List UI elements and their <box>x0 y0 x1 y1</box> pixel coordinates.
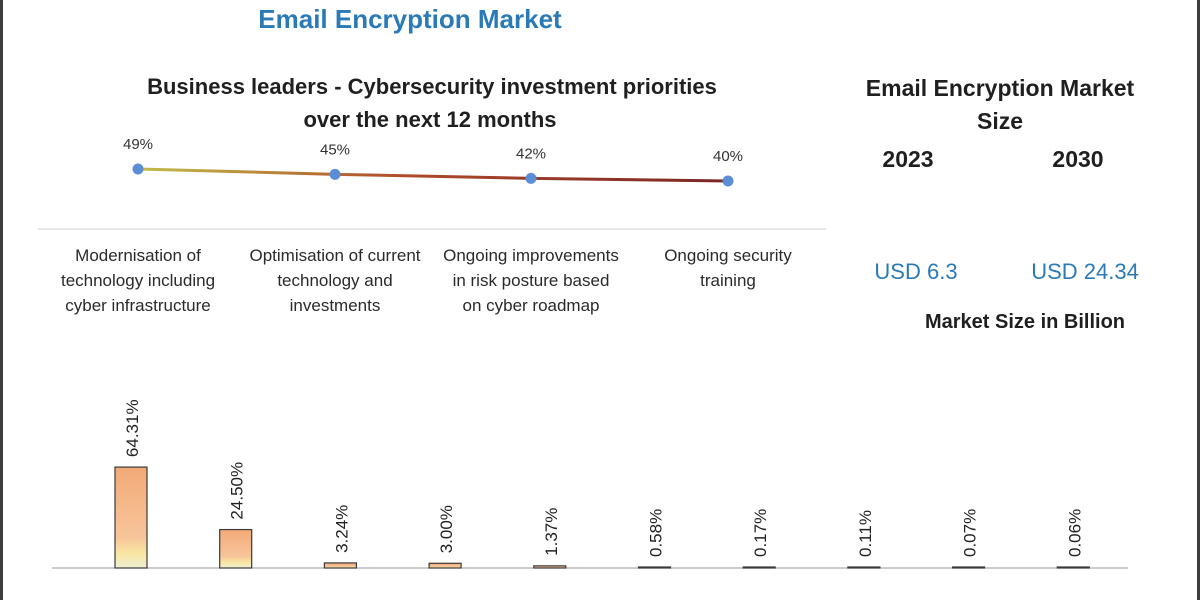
line-data-label: 42% <box>516 145 546 162</box>
frame-left-border <box>0 0 3 600</box>
bar <box>847 566 881 569</box>
line-category-label: Ongoing security <box>664 246 792 265</box>
line-category-label: cyber infrastructure <box>65 296 211 315</box>
line-point <box>132 163 144 175</box>
line-category-label: training <box>700 271 756 290</box>
investment-priorities-chart: Business leaders - Cybersecurity investm… <box>38 74 826 315</box>
market-value-2030: USD 24.34 <box>1031 259 1139 284</box>
bar-data-label: 1.37% <box>542 508 561 556</box>
page-title: Email Encryption Market <box>258 4 562 34</box>
line-category-label: investments <box>290 296 381 315</box>
bar-data-label: 0.07% <box>961 509 980 557</box>
bar <box>951 566 986 569</box>
bar <box>114 466 148 569</box>
line-category-label: technology including <box>61 271 215 290</box>
bar <box>742 566 776 569</box>
line-data-label: 40% <box>713 148 743 165</box>
line-point <box>722 175 734 187</box>
bar-data-label: 64.31% <box>123 399 142 457</box>
bar-data-label: 3.00% <box>437 505 456 553</box>
line-chart-title-line-2: over the next 12 months <box>303 107 556 132</box>
year-2023-label: 2023 <box>882 146 934 172</box>
email-client-share-chart: 64.31% 24.50% 3.24% 3.00% 1.37% 0.58% 0.17% 0.1… <box>52 399 1128 569</box>
bar-data-label: 3.24% <box>332 505 351 553</box>
line-data-label: 45% <box>320 141 350 158</box>
line-data-label: 49% <box>123 136 153 153</box>
bar <box>637 566 672 569</box>
line-point <box>525 172 537 184</box>
frame-right-border <box>1197 0 1200 600</box>
market-value-2023: USD 6.3 <box>874 259 958 284</box>
market-size-unit-label: Market Size in Billion <box>924 311 1126 333</box>
line-category-label: Modernisation of <box>75 246 201 265</box>
year-2030-label: 2030 <box>1052 146 1104 172</box>
line-category-label: in risk posture based <box>453 271 610 290</box>
bar-data-label: 0.58% <box>647 509 666 557</box>
bar <box>323 562 357 569</box>
bar-data-label: 0.17% <box>751 509 770 557</box>
line-chart-title-line-1: Business leaders - Cybersecurity investm… <box>147 74 717 99</box>
line-point <box>329 168 341 180</box>
bar <box>428 562 462 569</box>
market-size-title: Email Encryption Market Size <box>865 75 1135 134</box>
bar <box>533 565 567 569</box>
bar-data-label: 24.50% <box>228 462 247 520</box>
line-category-label: technology and <box>277 271 392 290</box>
line-category-label: Optimisation of current <box>249 246 420 265</box>
bar-data-label: 0.11% <box>856 510 875 557</box>
bar <box>219 528 253 569</box>
line-category-label: on cyber roadmap <box>462 296 599 315</box>
bar-data-label: 0.06% <box>1065 509 1084 557</box>
bar <box>1056 566 1090 569</box>
line-category-label: Ongoing improvements <box>443 246 619 265</box>
series-line <box>137 167 729 183</box>
